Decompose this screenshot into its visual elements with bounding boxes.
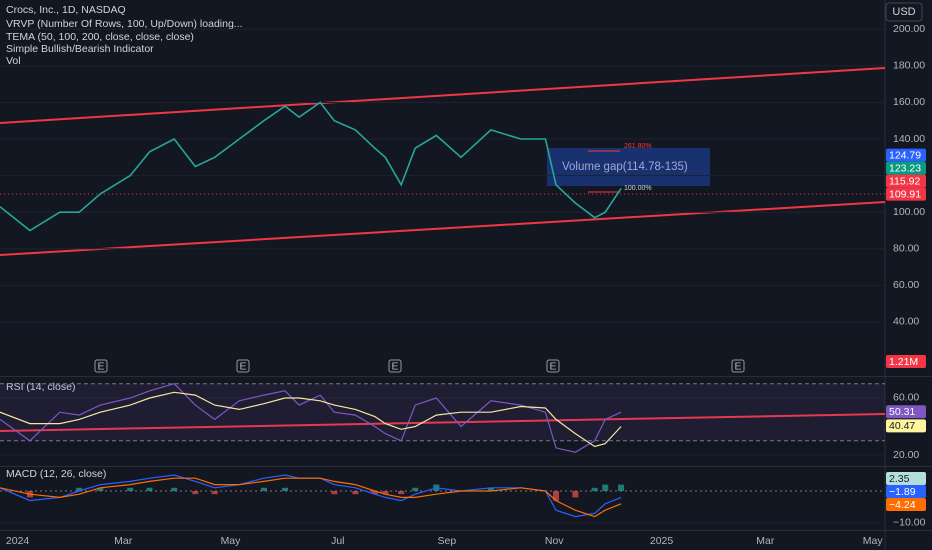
histogram-bar [371, 490, 378, 495]
series-line [0, 101, 622, 232]
histogram-bar [171, 487, 178, 491]
value-badge [886, 472, 926, 486]
y-tick-label: 60.00 [893, 392, 919, 404]
histogram-bar [552, 490, 559, 501]
histogram-bar [211, 490, 218, 495]
histogram-bar [412, 487, 419, 491]
x-tick-label: 2024 [6, 535, 30, 547]
price-badge-text: 115.92 [889, 175, 920, 187]
y-tick-label: 100.00 [893, 206, 925, 218]
histogram-bar [602, 484, 609, 491]
histogram-bar [97, 487, 104, 491]
y-tick-label: −10.00 [893, 517, 926, 529]
earnings-marker [94, 359, 108, 373]
y-tick-label: 20.00 [893, 449, 919, 461]
series-line [0, 477, 622, 518]
histogram-bar [398, 490, 405, 495]
earnings-marker-text: E [391, 360, 398, 372]
x-tick-label: May [863, 535, 884, 547]
price-badge [886, 187, 926, 201]
price-badge [886, 148, 926, 162]
histogram-bar [382, 490, 389, 495]
symbol-title: Crocs, Inc., 1D, NASDAQ [6, 4, 126, 16]
x-tick-label: Sep [438, 535, 457, 547]
earnings-marker [388, 359, 402, 373]
value-badge-text: 2.35 [889, 473, 910, 485]
histogram-bar [192, 490, 199, 495]
x-tick-label: Mar [756, 535, 775, 547]
histogram-bar [260, 487, 267, 491]
histogram-bar [487, 487, 494, 491]
histogram-bar [618, 484, 625, 491]
rsi-band-fill [0, 383, 885, 441]
price-badge [886, 161, 926, 175]
volume-gap-box [547, 148, 710, 186]
earnings-marker-text: E [734, 360, 741, 372]
earnings-marker-text: E [97, 360, 104, 372]
x-tick-label: Jul [331, 535, 344, 547]
histogram-bar [282, 487, 289, 491]
rsi-trendline [0, 413, 886, 432]
earnings-marker [731, 359, 745, 373]
channel-upper [0, 67, 886, 124]
earnings-marker-text: E [549, 360, 556, 372]
price-badge [886, 174, 926, 188]
series-line [0, 383, 622, 453]
y-tick-label: 140.00 [893, 133, 925, 145]
fib-label: 261.80% [624, 143, 652, 150]
histogram-bar [127, 487, 134, 491]
y-tick-label: 60.00 [893, 279, 919, 291]
histogram-bar [146, 487, 153, 491]
earnings-marker [546, 359, 560, 373]
earnings-marker [236, 359, 250, 373]
value-badge-text: −4.24 [889, 499, 916, 511]
indicator-legend: VRVP (Number Of Rows, 100, Up/Down) load… [6, 18, 243, 30]
x-tick-label: 2025 [650, 535, 674, 547]
indicator-legend: TEMA (50, 100, 200, close, close, close) [6, 31, 194, 43]
value-badge [886, 485, 926, 499]
channel-lower [0, 201, 886, 256]
value-badge [886, 419, 926, 433]
histogram-bar [331, 490, 338, 495]
x-tick-label: May [221, 535, 242, 547]
price-badge-text: 123.23 [889, 162, 921, 174]
series-line [0, 391, 622, 448]
volume-gap-label: Volume gap(114.78-135) [562, 161, 688, 173]
fib-label: 100.00% [624, 185, 652, 192]
value-badge-text: 40.47 [889, 420, 915, 432]
price-badge-text: 124.79 [889, 149, 921, 161]
y-tick-label: 40.00 [893, 316, 919, 328]
y-tick-label: 200.00 [893, 23, 925, 35]
indicator-legend: Vol [6, 55, 21, 67]
indicator-legend: Simple Bullish/Bearish Indicator [6, 43, 154, 55]
x-tick-label: Mar [114, 535, 133, 547]
x-tick-label: Nov [545, 535, 564, 547]
macd-title: MACD (12, 26, close) [6, 468, 106, 480]
histogram-bar [76, 487, 83, 491]
y-tick-label: 80.00 [893, 243, 919, 255]
volume-badge [886, 355, 926, 368]
histogram-bar [352, 490, 359, 495]
value-badge-text: 50.31 [889, 406, 915, 418]
histogram-bar [591, 487, 598, 491]
volume-badge-text: 1.21M [889, 356, 918, 368]
value-badge-text: −1.89 [889, 486, 916, 498]
value-badge [886, 405, 926, 419]
currency-label[interactable]: USD [892, 6, 915, 18]
y-tick-label: 180.00 [893, 60, 925, 72]
earnings-marker-text: E [239, 360, 246, 372]
currency-button[interactable] [885, 2, 923, 22]
y-tick-label: 160.00 [893, 96, 925, 108]
histogram-bar [572, 490, 579, 498]
price-badge-text: 109.91 [889, 188, 921, 200]
value-badge [886, 498, 926, 512]
